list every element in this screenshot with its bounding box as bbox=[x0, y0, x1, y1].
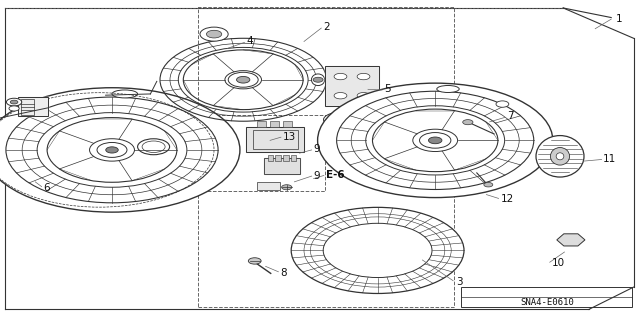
Bar bbox=[268, 155, 273, 161]
Polygon shape bbox=[18, 97, 48, 116]
Circle shape bbox=[420, 133, 451, 148]
Bar bbox=[270, 121, 279, 127]
Ellipse shape bbox=[550, 147, 570, 165]
Bar bbox=[283, 155, 289, 161]
Ellipse shape bbox=[324, 112, 365, 128]
Ellipse shape bbox=[312, 74, 324, 85]
Text: SNA4-E0610: SNA4-E0610 bbox=[520, 298, 574, 307]
Circle shape bbox=[291, 207, 464, 293]
Bar bbox=[21, 99, 34, 115]
Circle shape bbox=[106, 147, 118, 153]
Polygon shape bbox=[325, 66, 379, 106]
Circle shape bbox=[10, 100, 18, 104]
Text: 2: 2 bbox=[323, 22, 330, 32]
Bar bbox=[246, 127, 304, 152]
Circle shape bbox=[429, 137, 442, 144]
Text: E-6: E-6 bbox=[326, 170, 344, 180]
Bar bbox=[257, 121, 266, 127]
Circle shape bbox=[282, 185, 292, 190]
Circle shape bbox=[563, 236, 579, 244]
Circle shape bbox=[248, 258, 261, 264]
Bar bbox=[275, 155, 281, 161]
Circle shape bbox=[323, 223, 432, 278]
Bar bbox=[197, 115, 325, 191]
Text: 9: 9 bbox=[314, 171, 320, 181]
Circle shape bbox=[6, 98, 22, 106]
Circle shape bbox=[200, 27, 228, 41]
Circle shape bbox=[206, 30, 222, 38]
Circle shape bbox=[237, 77, 250, 83]
Circle shape bbox=[357, 73, 370, 80]
Bar bbox=[18, 97, 48, 116]
Ellipse shape bbox=[437, 85, 460, 93]
Text: 12: 12 bbox=[500, 194, 514, 204]
Text: 7: 7 bbox=[507, 111, 513, 122]
Circle shape bbox=[463, 120, 473, 125]
Text: 9: 9 bbox=[314, 144, 320, 154]
Text: 13: 13 bbox=[283, 131, 296, 142]
Bar bbox=[325, 66, 379, 106]
Text: 10: 10 bbox=[552, 258, 565, 268]
Polygon shape bbox=[106, 81, 157, 95]
Text: 8: 8 bbox=[280, 268, 287, 278]
Bar bbox=[291, 155, 296, 161]
Circle shape bbox=[228, 72, 258, 87]
Ellipse shape bbox=[536, 136, 584, 177]
Polygon shape bbox=[264, 158, 300, 174]
Bar bbox=[198, 7, 454, 307]
Circle shape bbox=[9, 106, 19, 111]
Bar bbox=[461, 287, 632, 307]
Circle shape bbox=[496, 101, 509, 107]
Polygon shape bbox=[246, 127, 304, 152]
Circle shape bbox=[357, 93, 370, 99]
Text: 3: 3 bbox=[456, 277, 462, 287]
Text: 5: 5 bbox=[384, 84, 390, 94]
Circle shape bbox=[313, 77, 323, 82]
Text: 1: 1 bbox=[616, 13, 622, 24]
Text: 6: 6 bbox=[44, 182, 50, 193]
Circle shape bbox=[334, 93, 347, 99]
Circle shape bbox=[334, 73, 347, 80]
Ellipse shape bbox=[317, 83, 553, 197]
Bar bbox=[283, 121, 292, 127]
Ellipse shape bbox=[112, 90, 138, 98]
Bar bbox=[253, 130, 298, 149]
Bar bbox=[257, 182, 280, 190]
Text: 4: 4 bbox=[246, 36, 253, 47]
Circle shape bbox=[484, 182, 493, 187]
Ellipse shape bbox=[556, 153, 564, 160]
Ellipse shape bbox=[331, 115, 358, 124]
Ellipse shape bbox=[0, 88, 240, 212]
Text: 11: 11 bbox=[603, 154, 616, 165]
Bar bbox=[264, 158, 300, 174]
